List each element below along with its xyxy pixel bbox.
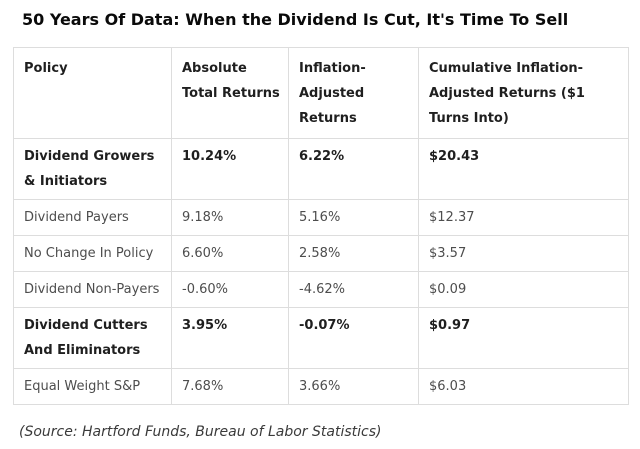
cell-inflation-adjusted-returns: -4.62% [288, 271, 419, 308]
cell-inflation-adjusted-returns: 3.66% [288, 368, 419, 405]
table-row: Dividend Growers & Initiators 10.24% 6.2… [13, 138, 629, 200]
cell-inflation-adjusted-returns: -0.07% [288, 307, 419, 369]
cell-inflation-adjusted-returns: 2.58% [288, 235, 419, 272]
cell-cumulative-returns: $0.97 [418, 307, 629, 369]
returns-table: Policy Absolute Total Returns Inflation-… [13, 47, 629, 405]
cell-policy: Dividend Payers [13, 199, 172, 236]
page-title: 50 Years Of Data: When the Dividend Is C… [22, 10, 569, 29]
source-note: (Source: Hartford Funds, Bureau of Labor… [19, 424, 382, 440]
column-header-absolute-total-returns: Absolute Total Returns [171, 47, 289, 139]
column-header-cumulative-returns: Cumulative Inflation- Adjusted Returns (… [418, 47, 629, 139]
column-header-inflation-adjusted-returns: Inflation- Adjusted Returns [288, 47, 419, 139]
cell-cumulative-returns: $6.03 [418, 368, 629, 405]
cell-inflation-adjusted-returns: 5.16% [288, 199, 419, 236]
header-row: Policy Absolute Total Returns Inflation-… [13, 47, 629, 139]
cell-policy: Equal Weight S&P [13, 368, 172, 405]
cell-policy: Dividend Growers & Initiators [13, 138, 172, 200]
cell-policy: Dividend Non-Payers [13, 271, 172, 308]
cell-absolute-total-returns: 3.95% [171, 307, 289, 369]
cell-cumulative-returns: $3.57 [418, 235, 629, 272]
table-row: Dividend Payers 9.18% 5.16% $12.37 [13, 199, 629, 236]
cell-absolute-total-returns: 10.24% [171, 138, 289, 200]
column-header-policy: Policy [13, 47, 172, 139]
cell-absolute-total-returns: -0.60% [171, 271, 289, 308]
table-row: No Change In Policy 6.60% 2.58% $3.57 [13, 235, 629, 272]
cell-absolute-total-returns: 9.18% [171, 199, 289, 236]
cell-cumulative-returns: $12.37 [418, 199, 629, 236]
cell-policy: Dividend Cutters And Eliminators [13, 307, 172, 369]
table-row: Equal Weight S&P 7.68% 3.66% $6.03 [13, 368, 629, 405]
table-row: Dividend Cutters And Eliminators 3.95% -… [13, 307, 629, 369]
cell-absolute-total-returns: 6.60% [171, 235, 289, 272]
cell-cumulative-returns: $0.09 [418, 271, 629, 308]
cell-absolute-total-returns: 7.68% [171, 368, 289, 405]
cell-cumulative-returns: $20.43 [418, 138, 629, 200]
cell-policy: No Change In Policy [13, 235, 172, 272]
table-row: Dividend Non-Payers -0.60% -4.62% $0.09 [13, 271, 629, 308]
cell-inflation-adjusted-returns: 6.22% [288, 138, 419, 200]
